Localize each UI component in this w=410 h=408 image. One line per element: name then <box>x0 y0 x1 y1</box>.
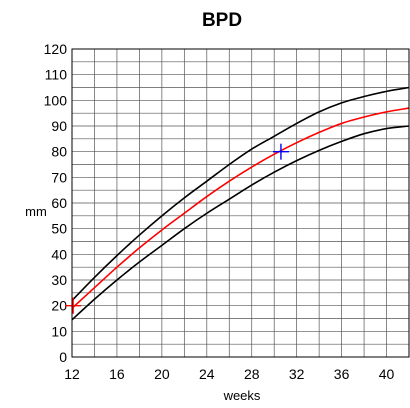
x-tick-label: 12 <box>64 366 80 382</box>
y-tick-label: 60 <box>51 195 67 211</box>
x-tick-label: 24 <box>199 366 215 382</box>
x-tick-label: 32 <box>289 366 305 382</box>
plot-frame <box>71 48 410 358</box>
x-tick-labels: 12 16 20 24 28 32 36 40 <box>64 366 394 382</box>
x-axis-label: weeks <box>223 388 261 403</box>
y-tick-label: 110 <box>45 67 68 83</box>
data-markers <box>65 143 289 314</box>
x-tick-label: 28 <box>244 366 260 382</box>
cross-marker <box>272 143 289 160</box>
lower-percentile-curve <box>71 125 410 321</box>
y-tick-label: 10 <box>51 323 67 339</box>
y-tick-label: 100 <box>44 92 68 108</box>
y-tick-label: 20 <box>51 298 67 314</box>
y-tick-label: 30 <box>51 272 67 288</box>
y-tick-label: 50 <box>51 221 67 237</box>
y-tick-label: 70 <box>51 169 67 185</box>
x-tick-label: 20 <box>154 366 170 382</box>
y-tick-labels: 0 10 20 30 40 50 60 70 80 90 100 110 120 <box>44 41 68 365</box>
y-tick-label: 0 <box>59 349 67 365</box>
y-tick-label: 120 <box>44 41 68 57</box>
y-tick-label: 80 <box>51 144 67 160</box>
series-curves <box>71 86 410 321</box>
grid <box>71 48 410 358</box>
cross-marker <box>65 297 82 314</box>
chart-title: BPD <box>202 10 242 31</box>
upper-percentile-curve <box>71 86 410 302</box>
x-tick-label: 36 <box>334 366 350 382</box>
y-tick-label: 40 <box>51 246 67 262</box>
y-tick-label: 90 <box>51 118 67 134</box>
y-axis-label: mm <box>25 204 47 219</box>
median-curve <box>71 107 410 309</box>
x-tick-label: 16 <box>109 366 125 382</box>
x-tick-label: 40 <box>379 366 395 382</box>
